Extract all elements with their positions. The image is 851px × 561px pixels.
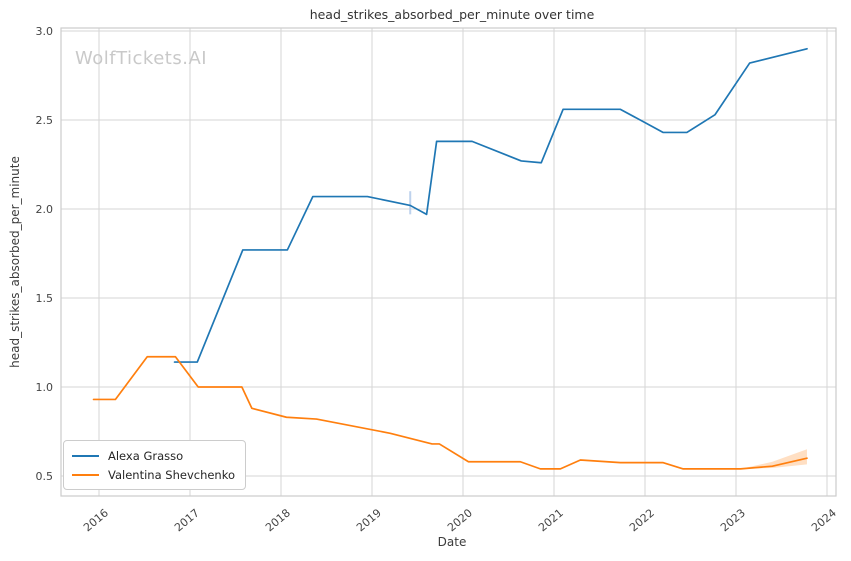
svg-text:1.0: 1.0 — [36, 381, 54, 394]
svg-text:3.0: 3.0 — [36, 25, 54, 38]
svg-text:2.0: 2.0 — [36, 203, 54, 216]
legend-line-swatch-orange — [72, 473, 99, 476]
svg-text:2017: 2017 — [172, 506, 202, 534]
legend-item-alexa-grasso: Alexa Grasso — [72, 446, 235, 465]
svg-text:2016: 2016 — [81, 506, 111, 534]
chart-title: head_strikes_absorbed_per_minute over ti… — [309, 7, 595, 22]
svg-text:2019: 2019 — [354, 506, 384, 534]
svg-text:2.5: 2.5 — [36, 114, 54, 127]
legend-label-valentina-shevchenko: Valentina Shevchenko — [108, 467, 236, 482]
legend: Alexa Grasso Valentina Shevchenko — [63, 440, 247, 490]
legend-item-valentina-shevchenko: Valentina Shevchenko — [72, 465, 235, 484]
svg-text:2018: 2018 — [263, 506, 293, 534]
svg-text:2024: 2024 — [809, 506, 839, 534]
x-axis-label: Date — [437, 535, 467, 549]
svg-text:1.5: 1.5 — [36, 292, 54, 305]
legend-label-alexa-grasso: Alexa Grasso — [108, 448, 184, 463]
svg-text:2021: 2021 — [536, 506, 566, 534]
legend-line-swatch-blue — [72, 454, 99, 457]
svg-text:2020: 2020 — [445, 506, 475, 534]
y-axis-label: head_strikes_absorbed_per_minute — [8, 156, 22, 368]
svg-text:0.5: 0.5 — [36, 470, 54, 483]
watermark: WolfTickets.AI — [75, 48, 208, 69]
svg-text:2022: 2022 — [627, 506, 657, 534]
svg-text:2023: 2023 — [718, 506, 748, 534]
